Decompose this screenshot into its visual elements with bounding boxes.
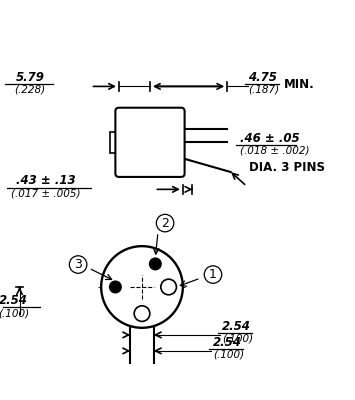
Circle shape xyxy=(161,279,176,295)
Text: 2.54: 2.54 xyxy=(213,336,242,349)
Text: MIN.: MIN. xyxy=(284,78,315,91)
Text: (.100): (.100) xyxy=(213,350,244,360)
Text: 2.54: 2.54 xyxy=(222,320,251,333)
Circle shape xyxy=(150,258,161,270)
Text: (.100): (.100) xyxy=(222,334,253,344)
Text: .46 ± .05: .46 ± .05 xyxy=(240,132,299,145)
Text: (.228): (.228) xyxy=(15,84,46,94)
Text: 2.54: 2.54 xyxy=(0,294,28,307)
Circle shape xyxy=(134,306,150,322)
Text: 1: 1 xyxy=(209,268,217,281)
Text: 4.75: 4.75 xyxy=(248,70,277,84)
Circle shape xyxy=(110,281,121,293)
Text: 3: 3 xyxy=(74,258,82,271)
Text: (.017 ± .005): (.017 ± .005) xyxy=(11,188,81,198)
Text: .43 ± .13: .43 ± .13 xyxy=(16,174,76,187)
Text: 2: 2 xyxy=(161,216,169,230)
Text: 5.79: 5.79 xyxy=(16,70,45,84)
Text: (.018 ± .002): (.018 ± .002) xyxy=(240,146,309,156)
Text: (.187): (.187) xyxy=(248,84,280,94)
Text: (.100): (.100) xyxy=(0,308,29,318)
Circle shape xyxy=(101,246,183,328)
Text: DIA. 3 PINS: DIA. 3 PINS xyxy=(248,161,324,174)
FancyBboxPatch shape xyxy=(115,108,185,177)
Bar xyxy=(110,132,119,153)
